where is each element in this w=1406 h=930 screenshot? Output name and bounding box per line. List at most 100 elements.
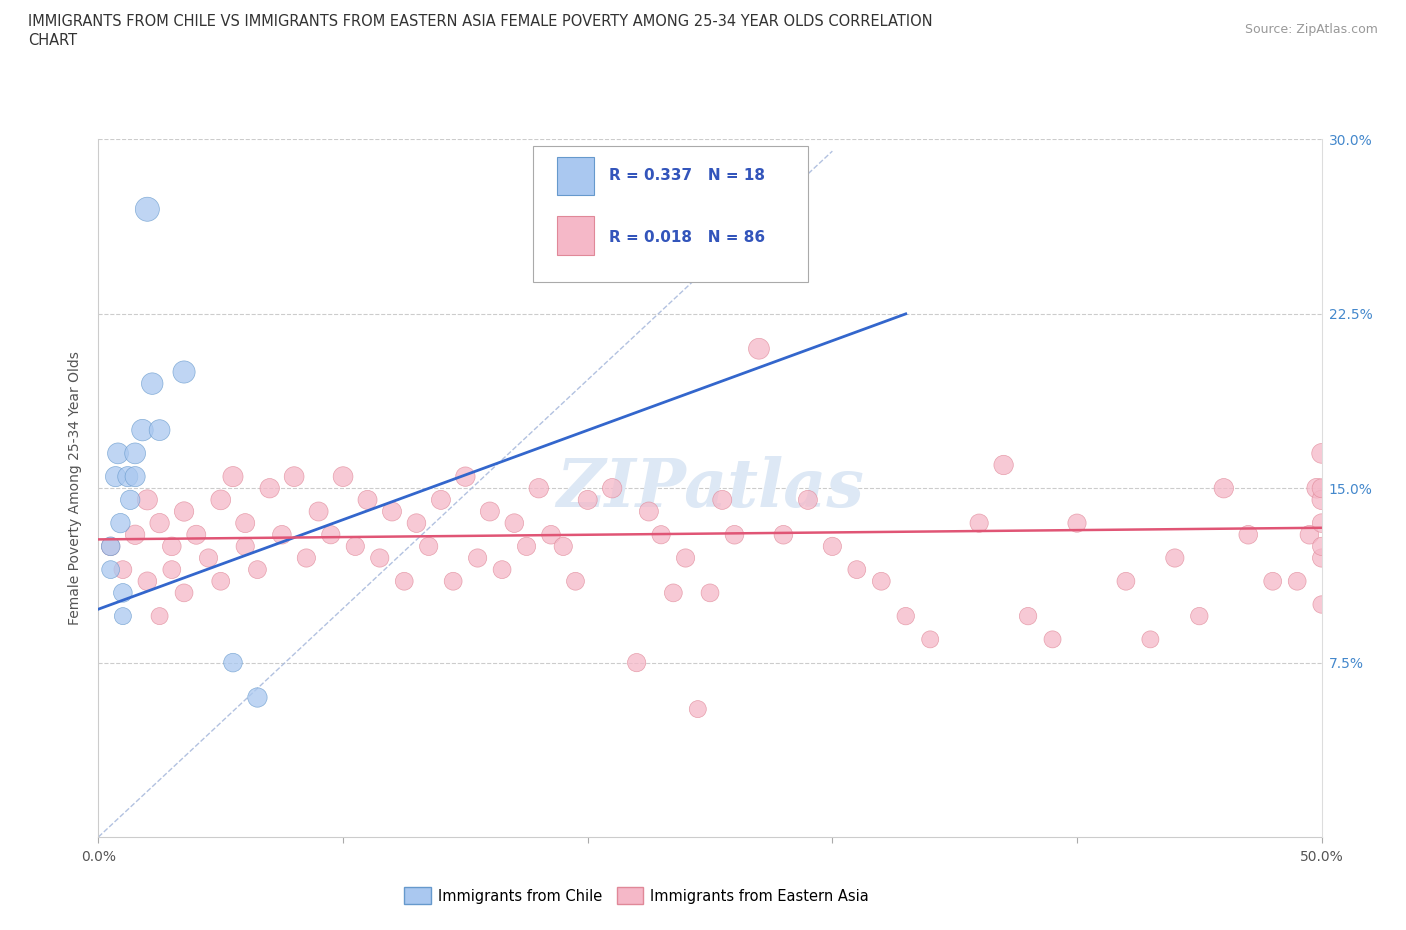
Point: [491, 562, 513, 577]
Point: [1066, 515, 1088, 530]
Point: [332, 469, 354, 484]
Point: [233, 515, 256, 530]
Point: [772, 527, 794, 542]
Legend: Immigrants from Chile, Immigrants from Eastern Asia: Immigrants from Chile, Immigrants from E…: [398, 882, 875, 910]
Text: R = 0.018   N = 86: R = 0.018 N = 86: [609, 230, 765, 245]
Point: [392, 574, 416, 589]
Point: [1298, 527, 1320, 542]
Point: [233, 539, 256, 554]
Point: [515, 539, 537, 554]
Point: [246, 690, 269, 705]
Point: [136, 202, 159, 217]
Point: [441, 574, 464, 589]
Point: [894, 609, 917, 624]
Point: [576, 493, 599, 508]
Point: [1164, 551, 1187, 565]
Point: [124, 527, 146, 542]
Point: [662, 586, 685, 601]
Point: [209, 493, 232, 508]
Point: [173, 504, 195, 519]
Point: [527, 481, 550, 496]
Point: [711, 493, 734, 508]
Point: [405, 515, 427, 530]
Text: IMMIGRANTS FROM CHILE VS IMMIGRANTS FROM EASTERN ASIA FEMALE POVERTY AMONG 25-34: IMMIGRANTS FROM CHILE VS IMMIGRANTS FROM…: [28, 14, 932, 29]
Point: [246, 562, 269, 577]
Point: [626, 656, 648, 671]
Point: [173, 586, 195, 601]
Point: [319, 527, 342, 542]
Point: [100, 539, 122, 554]
Point: [418, 539, 440, 554]
Text: ZIPatlas: ZIPatlas: [557, 456, 863, 521]
Point: [283, 469, 305, 484]
Point: [1139, 632, 1161, 647]
Point: [160, 562, 183, 577]
Point: [356, 493, 378, 508]
Point: [259, 481, 281, 496]
Point: [748, 341, 770, 356]
Point: [111, 562, 134, 577]
Point: [295, 551, 318, 565]
Point: [141, 376, 163, 391]
Point: [197, 551, 219, 565]
Point: [600, 481, 623, 496]
Point: [650, 527, 672, 542]
Point: [454, 469, 477, 484]
FancyBboxPatch shape: [533, 147, 808, 283]
Point: [270, 527, 294, 542]
Point: [344, 539, 367, 554]
Point: [186, 527, 208, 542]
Point: [845, 562, 868, 577]
Point: [503, 515, 526, 530]
Point: [120, 493, 142, 508]
Point: [110, 515, 132, 530]
Point: [136, 574, 159, 589]
FancyBboxPatch shape: [557, 157, 593, 195]
Point: [1310, 551, 1333, 565]
Point: [540, 527, 562, 542]
Point: [1310, 445, 1333, 460]
Text: Source: ZipAtlas.com: Source: ZipAtlas.com: [1244, 23, 1378, 36]
Point: [222, 469, 245, 484]
Point: [1042, 632, 1064, 647]
Point: [478, 504, 501, 519]
Point: [920, 632, 942, 647]
Point: [1286, 574, 1309, 589]
Text: R = 0.337   N = 18: R = 0.337 N = 18: [609, 168, 765, 183]
Point: [149, 515, 172, 530]
Point: [821, 539, 844, 554]
Text: CHART: CHART: [28, 33, 77, 47]
FancyBboxPatch shape: [557, 217, 593, 255]
Point: [467, 551, 489, 565]
Point: [100, 562, 122, 577]
Point: [124, 469, 146, 484]
Point: [699, 586, 721, 601]
Point: [308, 504, 330, 519]
Point: [1310, 481, 1333, 496]
Point: [111, 586, 134, 601]
Point: [1310, 515, 1333, 530]
Point: [107, 445, 129, 460]
Y-axis label: Female Poverty Among 25-34 Year Olds: Female Poverty Among 25-34 Year Olds: [69, 352, 83, 625]
Point: [553, 539, 575, 554]
Point: [1306, 481, 1329, 496]
Point: [1310, 539, 1333, 554]
Point: [1237, 527, 1260, 542]
Point: [675, 551, 697, 565]
Point: [160, 539, 183, 554]
Point: [117, 469, 139, 484]
Point: [131, 422, 153, 438]
Point: [149, 422, 172, 438]
Point: [111, 609, 134, 624]
Point: [149, 609, 172, 624]
Point: [993, 458, 1015, 472]
Point: [368, 551, 391, 565]
Point: [100, 539, 122, 554]
Point: [430, 493, 453, 508]
Point: [173, 365, 195, 379]
Point: [967, 515, 990, 530]
Point: [209, 574, 232, 589]
Point: [124, 445, 146, 460]
Point: [638, 504, 661, 519]
Point: [1212, 481, 1234, 496]
